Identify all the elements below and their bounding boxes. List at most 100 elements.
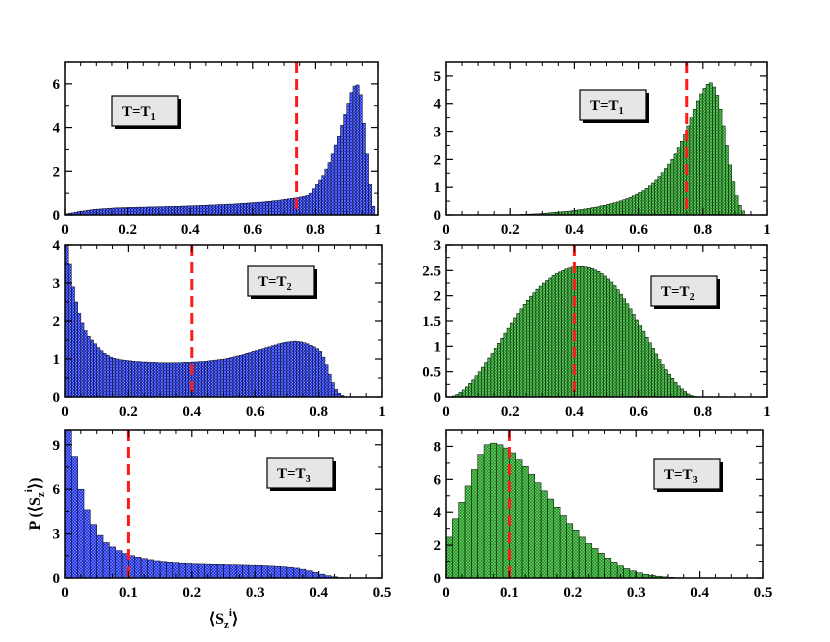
bar bbox=[114, 207, 119, 216]
bar bbox=[67, 263, 72, 398]
bar bbox=[102, 208, 106, 216]
bar bbox=[529, 295, 533, 398]
bar bbox=[183, 205, 188, 216]
x-tick-label-0p8: 0.8 bbox=[693, 222, 712, 238]
bar bbox=[728, 164, 732, 216]
y-tick-label-0: 0 bbox=[434, 571, 442, 587]
bar bbox=[245, 353, 250, 398]
x-tick-label-0: 0 bbox=[442, 585, 450, 601]
legend-box: T=T3 bbox=[266, 457, 336, 491]
bar bbox=[308, 192, 313, 216]
legend-label-subscript: 2 bbox=[690, 292, 695, 303]
bar bbox=[115, 550, 123, 579]
bar bbox=[77, 313, 82, 398]
bar bbox=[580, 266, 585, 398]
x-axis-title-sup: i bbox=[229, 607, 232, 619]
bar bbox=[201, 361, 205, 398]
bar bbox=[182, 362, 186, 398]
bar bbox=[629, 570, 637, 579]
bar bbox=[622, 298, 627, 398]
bar bbox=[246, 202, 250, 216]
legend-box: T=T3 bbox=[653, 458, 723, 492]
bar bbox=[635, 319, 639, 398]
x-tick-label-0p3: 0.3 bbox=[246, 585, 265, 601]
bar bbox=[80, 322, 85, 398]
bar bbox=[207, 360, 212, 398]
bar bbox=[121, 207, 125, 216]
y-tick-label-1: 1 bbox=[53, 352, 61, 368]
x-tick-label-1: 1 bbox=[378, 404, 386, 420]
bar bbox=[330, 153, 335, 216]
bar bbox=[676, 385, 681, 398]
bar bbox=[583, 208, 588, 216]
bar bbox=[196, 205, 200, 216]
bars-right-top bbox=[509, 82, 745, 216]
bar bbox=[664, 369, 668, 398]
x-tick-label-0p2: 0.2 bbox=[563, 585, 582, 601]
bar bbox=[327, 373, 332, 398]
x-tick-label-0p5: 0.5 bbox=[373, 585, 392, 601]
bar bbox=[159, 362, 164, 398]
bar bbox=[147, 559, 155, 579]
bar bbox=[315, 348, 319, 398]
bar bbox=[590, 268, 594, 398]
y-tick-label-1: 1 bbox=[434, 339, 442, 355]
legend-label: T=T2 bbox=[661, 284, 695, 303]
bar bbox=[223, 358, 227, 398]
y-tick-label-3: 3 bbox=[434, 125, 442, 141]
bar bbox=[93, 343, 97, 398]
y-tick-label-3: 3 bbox=[434, 238, 442, 254]
bar bbox=[277, 343, 281, 398]
x-tick-label-0p6: 0.6 bbox=[243, 222, 262, 238]
bar bbox=[673, 382, 678, 398]
legend-frame bbox=[111, 95, 179, 127]
bar bbox=[286, 341, 291, 398]
bar bbox=[651, 348, 655, 398]
bar bbox=[71, 456, 78, 579]
bar bbox=[180, 205, 185, 216]
bar bbox=[471, 469, 478, 579]
legend-label-base: T=T bbox=[122, 104, 151, 120]
bar bbox=[623, 568, 631, 579]
bar bbox=[465, 386, 469, 398]
bar bbox=[168, 206, 172, 216]
bar bbox=[102, 542, 110, 579]
bar bbox=[349, 92, 354, 216]
bar bbox=[149, 206, 153, 216]
bar bbox=[302, 342, 307, 398]
legend-label: T=T3 bbox=[277, 466, 311, 485]
bar bbox=[74, 301, 78, 398]
y-tick-label-0: 0 bbox=[434, 208, 442, 224]
y-tick-label-0: 0 bbox=[53, 390, 61, 406]
bar bbox=[725, 145, 729, 216]
bar bbox=[346, 103, 351, 216]
bar bbox=[280, 342, 284, 398]
bar bbox=[715, 95, 720, 216]
bar bbox=[641, 190, 646, 216]
y-tick-label-1: 1 bbox=[434, 180, 442, 196]
bar bbox=[548, 277, 553, 398]
bar bbox=[267, 346, 272, 398]
bar bbox=[258, 349, 262, 398]
bar bbox=[631, 314, 636, 398]
x-tick-label-0p2: 0.2 bbox=[501, 222, 520, 238]
x-tick-label-1: 1 bbox=[763, 222, 771, 238]
x-tick-label-0p2: 0.2 bbox=[501, 404, 520, 420]
bar bbox=[213, 359, 218, 398]
legend-label-subscript: 1 bbox=[619, 106, 624, 117]
x-tick-label-0p2: 0.2 bbox=[118, 222, 137, 238]
bar bbox=[660, 172, 665, 216]
bar bbox=[86, 335, 91, 398]
bar bbox=[528, 474, 536, 579]
x-tick-label-0: 0 bbox=[61, 585, 69, 601]
bar bbox=[604, 558, 612, 579]
bar bbox=[487, 357, 492, 398]
bar bbox=[458, 502, 466, 579]
bar bbox=[526, 299, 530, 398]
bar bbox=[324, 168, 329, 216]
bar bbox=[497, 343, 501, 398]
panel-right-bottom: 0 0.1 0.2 0.3 0.4 0.5 0 2 4 6 8 T=T3 bbox=[434, 429, 772, 601]
x-axis-title-base: ⟨S bbox=[209, 611, 224, 628]
bar bbox=[464, 485, 472, 579]
